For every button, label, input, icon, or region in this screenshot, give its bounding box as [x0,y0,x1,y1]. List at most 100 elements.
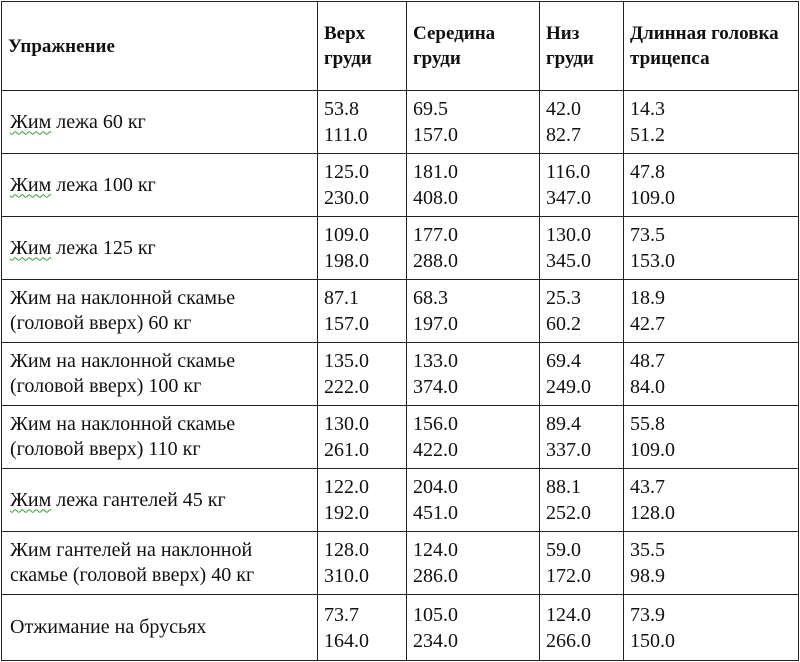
value-first: 73.9 [630,603,665,626]
value-first: 47.8 [630,161,665,183]
value-cell-lower-chest: 25.3 60.2 [539,279,624,343]
value-second: 310.0 [324,565,369,587]
value-second: 153.0 [630,250,675,272]
value-cell-upper-chest: 130.0 261.0 [317,405,407,469]
value-first: 43.7 [630,476,665,498]
value-first: 89.4 [546,413,581,435]
value-cell-mid-chest: 181.0 408.0 [406,153,540,217]
value-cell-upper-chest: 87.1 157.0 [317,279,407,343]
value-second: 42.7 [630,313,665,335]
value-first: 133.0 [413,350,458,372]
value-cell-upper-chest: 122.0 192.0 [317,468,407,532]
exercise-name: Жим на наклонной скамье (головой вверх) … [10,287,236,334]
value-first: 59.0 [546,539,581,561]
value-cell-lower-chest: 130.0 345.0 [539,216,624,280]
value-cell-mid-chest: 133.0 374.0 [406,342,540,406]
value-second: 230.0 [324,187,369,209]
value-cell-mid-chest: 105.0 234.0 [406,594,540,661]
value-second: 286.0 [413,565,458,587]
value-second: 374.0 [413,376,458,398]
value-second: 408.0 [413,187,458,209]
value-second: 345.0 [546,250,591,272]
exercise-name-cell: Жим лежа 100 кг [1,153,318,217]
header-exercise: Упражнение [1,1,318,91]
value-cell-upper-chest: 135.0 222.0 [317,342,407,406]
exercise-name-cell: Жим гантелей на наклонной скамье (голово… [1,531,318,595]
value-first: 69.4 [546,350,581,372]
value-second: 234.0 [413,629,458,652]
value-first: 69.5 [413,98,448,120]
value-cell-upper-chest: 125.0 230.0 [317,153,407,217]
exercise-name-underlined: Жим [10,110,52,133]
value-first: 156.0 [413,413,458,435]
table-row: Жим гантелей на наклонной скамье (голово… [1,531,799,595]
value-second: 157.0 [413,124,458,146]
table-row: Жим на наклонной скамье (головой вверх) … [1,279,799,343]
exercise-name: лежа 100 кг [51,173,156,196]
value-first: 122.0 [324,476,369,498]
value-second: 164.0 [324,629,369,652]
value-second: 82.7 [546,124,581,146]
value-cell-mid-chest: 124.0 286.0 [406,531,540,595]
value-cell-triceps-long-head: 43.7 128.0 [623,468,799,532]
value-second: 51.2 [630,124,665,146]
exercise-name: лежа 125 кг [51,236,156,259]
value-first: 42.0 [546,98,581,120]
value-first: 55.8 [630,413,665,435]
exercise-name: лежа гантелей 45 кг [51,488,226,511]
exercise-name: лежа 60 кг [51,110,146,133]
table-row: Жим лежа 125 кг 109.0 198.0 177.0 288.0 130.0… [1,216,799,280]
value-first: 204.0 [413,476,458,498]
value-second: 84.0 [630,376,665,398]
table-row: Жим лежа 60 кг 53.8 111.0 69.5 157.0 42.0 82.7… [1,90,799,154]
value-first: 68.3 [413,287,448,309]
exercise-name-underlined: Жим [10,236,52,259]
table-row: Жим на наклонной скамье (головой вверх) … [1,405,799,469]
value-second: 192.0 [324,502,369,524]
value-second: 261.0 [324,439,369,461]
value-second: 222.0 [324,376,369,398]
value-cell-lower-chest: 89.4 337.0 [539,405,624,469]
value-second: 157.0 [324,313,369,335]
value-first: 181.0 [413,161,458,183]
exercise-name-cell: Отжимание на брусьях [1,594,318,661]
value-cell-mid-chest: 156.0 422.0 [406,405,540,469]
value-cell-triceps-long-head: 48.7 84.0 [623,342,799,406]
value-second: 111.0 [324,124,368,146]
exercise-name-cell: Жим лежа 125 кг [1,216,318,280]
header-mid-chest: Середина груди [406,1,540,91]
value-first: 35.5 [630,539,665,561]
value-first: 124.0 [546,603,591,626]
exercise-name: Отжимание на брусьях [10,616,207,638]
table-header-row: Упражнение Верх груди Середина груди Низ… [1,1,799,91]
value-cell-mid-chest: 69.5 157.0 [406,90,540,154]
exercise-name-underlined: Жим [10,488,52,511]
value-first: 73.7 [324,603,359,626]
value-second: 197.0 [413,313,458,335]
header-triceps-long-head: Длинная головка трицепса [623,1,799,91]
exercise-name-cell: Жим лежа гантелей 45 кг [1,468,318,532]
value-second: 249.0 [546,376,591,398]
value-second: 109.0 [630,187,675,209]
value-second: 198.0 [324,250,369,272]
exercise-name: Жим на наклонной скамье (головой вверх) … [10,413,236,460]
value-first: 135.0 [324,350,369,372]
value-first: 14.3 [630,98,665,120]
value-second: 252.0 [546,502,591,524]
value-second: 172.0 [546,565,591,587]
value-first: 128.0 [324,539,369,561]
value-cell-upper-chest: 128.0 310.0 [317,531,407,595]
exercise-name-underlined: Жим [10,173,52,196]
value-first: 88.1 [546,476,581,498]
value-cell-triceps-long-head: 47.8 109.0 [623,153,799,217]
value-second: 266.0 [546,629,591,652]
value-cell-lower-chest: 59.0 172.0 [539,531,624,595]
value-first: 105.0 [413,603,458,626]
value-second: 109.0 [630,439,675,461]
value-cell-mid-chest: 68.3 197.0 [406,279,540,343]
value-cell-lower-chest: 124.0 266.0 [539,594,624,661]
value-cell-upper-chest: 53.8 111.0 [317,90,407,154]
value-cell-mid-chest: 204.0 451.0 [406,468,540,532]
value-cell-upper-chest: 73.7 164.0 [317,594,407,661]
